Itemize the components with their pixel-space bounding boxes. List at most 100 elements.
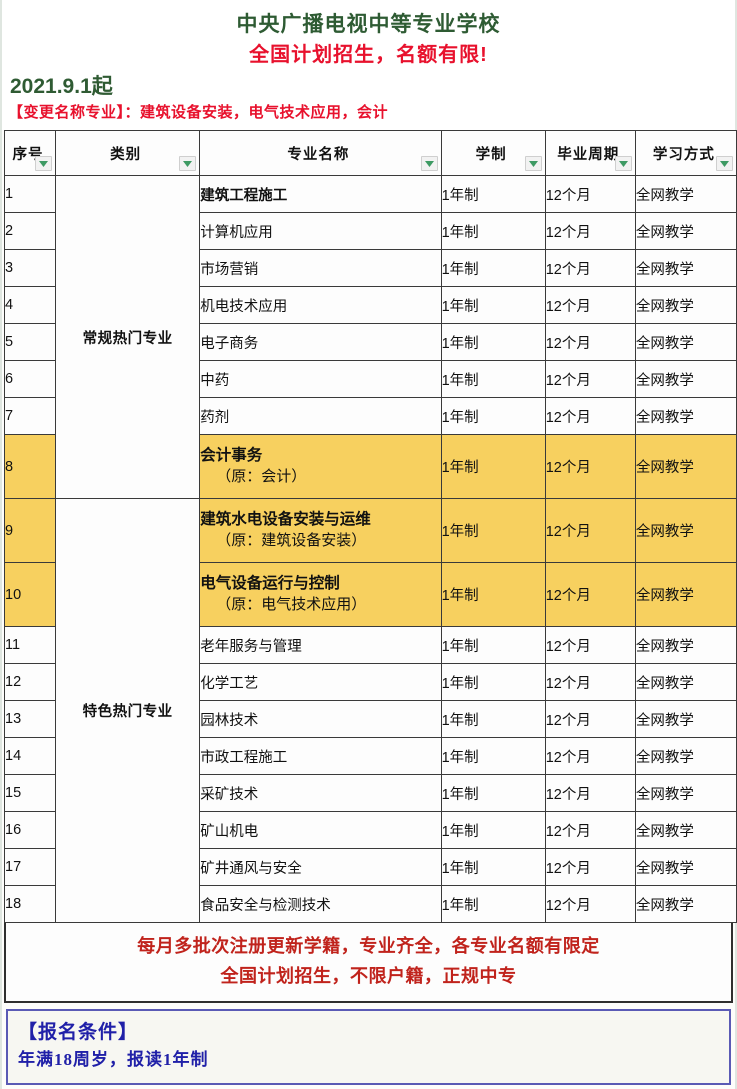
cell-index: 10	[3, 562, 57, 627]
cell-index: 12	[3, 663, 57, 701]
cell-study-mode: 全网教学	[634, 249, 737, 287]
column-header-major-name[interactable]: 专业名称	[199, 130, 442, 176]
cell-index: 17	[3, 848, 57, 886]
cell-index: 16	[3, 811, 57, 849]
cell-major-name: 食品安全与检测技术	[199, 885, 442, 923]
filter-dropdown-icon[interactable]	[179, 156, 197, 171]
cell-term: 1年制	[440, 885, 546, 923]
column-header-term-label: 学制	[475, 146, 507, 163]
cell-term: 1年制	[440, 562, 546, 627]
cell-index: 4	[3, 286, 57, 324]
cell-study-mode: 全网教学	[634, 212, 737, 250]
cell-term: 1年制	[440, 212, 546, 250]
cell-index: 9	[3, 498, 57, 563]
cell-graduation-cycle: 12个月	[544, 811, 636, 849]
cell-study-mode: 全网教学	[634, 774, 737, 812]
table-row: 12 化学工艺 1年制 12个月 全网教学	[3, 663, 737, 701]
cell-term: 1年制	[440, 397, 546, 435]
cell-study-mode: 全网教学	[634, 286, 737, 324]
table-row: 6 中药 1年制 12个月 全网教学	[3, 360, 737, 398]
cell-graduation-cycle: 12个月	[544, 323, 636, 361]
cell-index: 1	[3, 175, 57, 213]
cell-graduation-cycle: 12个月	[544, 175, 636, 213]
cell-major-name: 老年服务与管理	[199, 626, 442, 664]
table-row: 18 食品安全与检测技术 1年制 12个月 全网教学	[3, 885, 737, 923]
major-name-current: 建筑水电设备安装与运维	[200, 511, 371, 528]
cell-major-name: 药剂	[199, 397, 442, 435]
cell-index: 8	[3, 434, 57, 499]
promo-line-1: 每月多批次注册更新学籍，专业齐全，各专业名额有限定	[137, 936, 600, 956]
major-name-current: 电气设备运行与控制	[200, 575, 340, 592]
column-header-graduation-cycle[interactable]: 毕业周期	[544, 130, 636, 176]
cell-study-mode: 全网教学	[634, 885, 737, 923]
table-row: 8 会计事务 （原：会计） 1年制 12个月 全网教学	[3, 434, 737, 499]
cell-major-name: 中药	[199, 360, 442, 398]
cell-index: 2	[3, 212, 57, 250]
cell-major-name: 机电技术应用	[199, 286, 442, 324]
column-header-study-mode[interactable]: 学习方式	[634, 130, 737, 176]
cell-term: 1年制	[440, 774, 546, 812]
table-row: 4 机电技术应用 1年制 12个月 全网教学	[3, 286, 737, 324]
major-name-former: （原：会计）	[216, 468, 307, 485]
school-title: 中央广播电视中等专业学校	[236, 13, 501, 36]
table-row: 16 矿山机电 1年制 12个月 全网教学	[3, 811, 737, 849]
cell-graduation-cycle: 12个月	[544, 360, 636, 398]
cell-index: 15	[3, 774, 57, 812]
cell-major-name: 矿井通风与安全	[199, 848, 442, 886]
majors-table-wrapper: 序号 类别 专业名称	[2, 130, 737, 923]
renamed-majors-note: 【变更名称专业】：建筑设备安装，电气技术应用，会计	[8, 104, 389, 121]
cell-graduation-cycle: 12个月	[544, 737, 636, 775]
cell-graduation-cycle: 12个月	[544, 397, 636, 435]
table-row: 1 常规热门专业 建筑工程施工 1年制 12个月 全网教学	[3, 175, 737, 499]
column-header-index[interactable]: 序号	[3, 130, 57, 176]
cell-study-mode: 全网教学	[634, 323, 737, 361]
condition-title: 【报名条件】	[18, 1022, 139, 1043]
cell-term: 1年制	[440, 811, 546, 849]
column-header-category[interactable]: 类别	[55, 130, 201, 176]
cell-term: 1年制	[440, 175, 546, 213]
cell-term: 1年制	[440, 737, 546, 775]
column-header-study-mode-label: 学习方式	[652, 146, 715, 163]
table-row: 3 市场营销 1年制 12个月 全网教学	[3, 249, 737, 287]
column-header-index-label: 序号	[12, 146, 44, 163]
filter-dropdown-icon[interactable]	[716, 156, 733, 171]
cell-category: 常规热门专业	[55, 175, 201, 499]
cell-category: 特色热门专业	[55, 498, 201, 923]
cell-major-name: 化学工艺	[199, 663, 442, 701]
table-row: 2 计算机应用 1年制 12个月 全网教学	[3, 212, 737, 250]
column-header-category-label: 类别	[110, 146, 142, 163]
column-header-term[interactable]: 学制	[440, 130, 546, 176]
cell-graduation-cycle: 12个月	[544, 212, 636, 250]
table-row: 5 电子商务 1年制 12个月 全网教学	[3, 323, 737, 361]
promo-banner: 每月多批次注册更新学籍，专业齐全，各专业名额有限定 全国计划招生，不限户籍，正规…	[4, 923, 733, 1003]
cell-graduation-cycle: 12个月	[544, 498, 636, 563]
cell-study-mode: 全网教学	[634, 397, 737, 435]
cell-major-name: 建筑工程施工	[199, 175, 442, 213]
filter-dropdown-icon[interactable]	[614, 156, 632, 171]
cell-index: 14	[3, 737, 57, 775]
cell-graduation-cycle: 12个月	[544, 885, 636, 923]
cell-study-mode: 全网教学	[634, 360, 737, 398]
cell-term: 1年制	[440, 286, 546, 324]
table-header-row: 序号 类别 专业名称	[3, 130, 737, 176]
filter-dropdown-icon[interactable]	[35, 156, 53, 171]
column-header-major-name-label: 专业名称	[287, 146, 350, 163]
cell-major-name: 采矿技术	[199, 774, 442, 812]
application-condition-box: 【报名条件】 年满18周岁，报读1年制	[6, 1009, 731, 1085]
cell-major-name: 市政工程施工	[199, 737, 442, 775]
cell-term: 1年制	[440, 434, 546, 499]
cell-study-mode: 全网教学	[634, 663, 737, 701]
cell-study-mode: 全网教学	[634, 737, 737, 775]
cell-term: 1年制	[440, 323, 546, 361]
promo-line-2: 全国计划招生，不限户籍，正规中专	[220, 966, 517, 986]
filter-dropdown-icon[interactable]	[420, 156, 438, 171]
cell-graduation-cycle: 12个月	[544, 286, 636, 324]
cell-index: 13	[3, 700, 57, 738]
cell-major-name: 建筑水电设备安装与运维 （原：建筑设备安装）	[199, 498, 442, 563]
cell-graduation-cycle: 12个月	[544, 434, 636, 499]
cell-index: 7	[3, 397, 57, 435]
filter-dropdown-icon[interactable]	[524, 156, 542, 171]
cell-major-name: 园林技术	[199, 700, 442, 738]
table-row: 9 特色热门专业 建筑水电设备安装与运维 （原：建筑设备安装） 1年制 12个月 全网教学	[3, 498, 737, 923]
